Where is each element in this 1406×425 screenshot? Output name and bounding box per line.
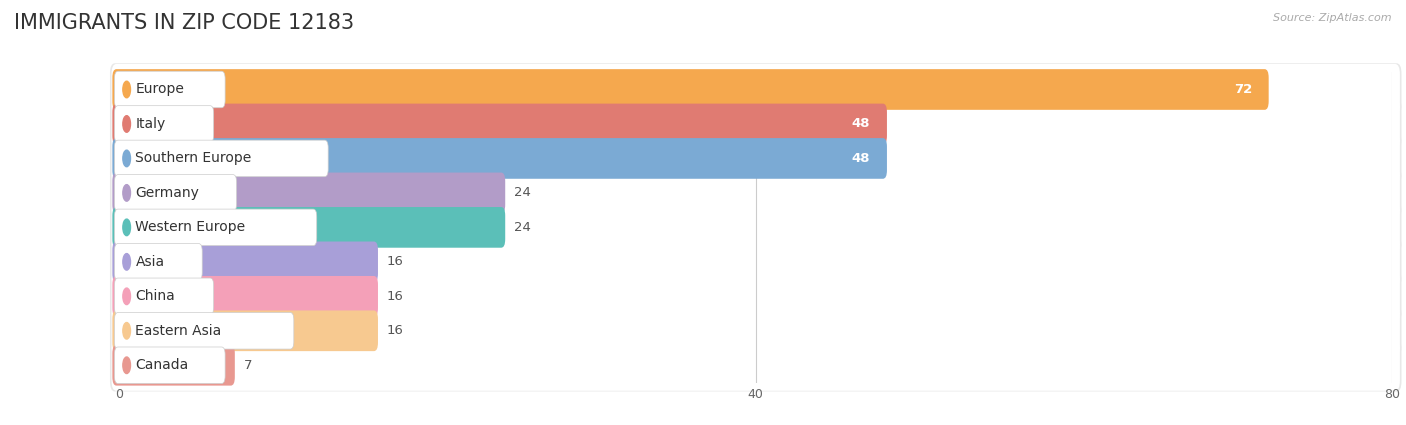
FancyBboxPatch shape [110,201,1402,254]
Text: 24: 24 [515,221,531,234]
Text: Source: ZipAtlas.com: Source: ZipAtlas.com [1274,13,1392,23]
Text: China: China [135,289,176,303]
Text: Canada: Canada [135,358,188,372]
FancyBboxPatch shape [111,202,1400,253]
Text: Europe: Europe [135,82,184,96]
Text: 24: 24 [515,187,531,199]
FancyBboxPatch shape [111,167,1400,218]
FancyBboxPatch shape [112,241,378,282]
FancyBboxPatch shape [114,175,236,211]
Circle shape [122,288,131,305]
FancyBboxPatch shape [112,207,505,248]
Circle shape [122,357,131,374]
FancyBboxPatch shape [112,310,378,351]
Circle shape [122,219,131,235]
FancyBboxPatch shape [110,167,1402,219]
Circle shape [122,150,131,167]
FancyBboxPatch shape [111,271,1400,322]
Text: Western Europe: Western Europe [135,221,246,234]
FancyBboxPatch shape [111,64,1400,115]
Text: 16: 16 [387,255,404,268]
FancyBboxPatch shape [114,209,316,246]
FancyBboxPatch shape [114,347,225,383]
Text: Asia: Asia [135,255,165,269]
Text: 72: 72 [1233,83,1251,96]
FancyBboxPatch shape [110,305,1402,357]
Circle shape [122,116,131,132]
FancyBboxPatch shape [112,138,887,179]
FancyBboxPatch shape [110,339,1402,391]
Text: 7: 7 [243,359,252,372]
Circle shape [122,323,131,339]
FancyBboxPatch shape [112,173,505,213]
Text: 48: 48 [852,152,870,165]
Text: 16: 16 [387,324,404,337]
Text: Eastern Asia: Eastern Asia [135,324,222,338]
FancyBboxPatch shape [111,99,1400,150]
Circle shape [122,254,131,270]
FancyBboxPatch shape [114,244,202,280]
Text: 16: 16 [387,290,404,303]
Circle shape [122,81,131,98]
FancyBboxPatch shape [110,132,1402,184]
FancyBboxPatch shape [110,63,1402,116]
FancyBboxPatch shape [111,236,1400,287]
FancyBboxPatch shape [112,345,235,385]
FancyBboxPatch shape [110,98,1402,150]
Text: Germany: Germany [135,186,200,200]
FancyBboxPatch shape [114,312,294,349]
FancyBboxPatch shape [114,140,328,177]
Text: 48: 48 [852,117,870,130]
FancyBboxPatch shape [114,278,214,314]
FancyBboxPatch shape [111,305,1400,356]
FancyBboxPatch shape [111,133,1400,184]
FancyBboxPatch shape [114,106,214,142]
Text: Southern Europe: Southern Europe [135,151,252,165]
FancyBboxPatch shape [112,276,378,317]
FancyBboxPatch shape [114,71,225,108]
Text: Italy: Italy [135,117,166,131]
FancyBboxPatch shape [111,340,1400,391]
FancyBboxPatch shape [110,270,1402,323]
Circle shape [122,184,131,201]
FancyBboxPatch shape [110,235,1402,288]
Text: IMMIGRANTS IN ZIP CODE 12183: IMMIGRANTS IN ZIP CODE 12183 [14,13,354,33]
FancyBboxPatch shape [112,104,887,144]
FancyBboxPatch shape [112,69,1268,110]
